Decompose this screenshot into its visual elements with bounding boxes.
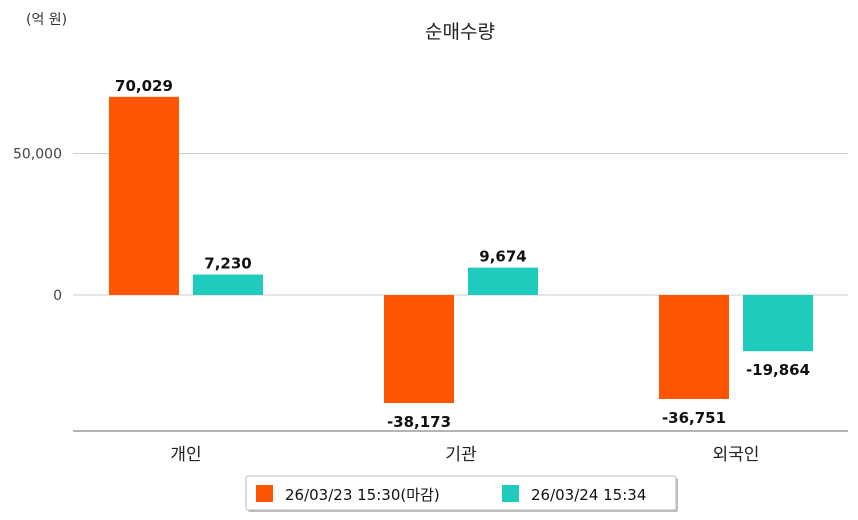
y-tick-label: 50,000 [13, 147, 62, 163]
grid-layer [73, 153, 848, 296]
legend-box [245, 475, 677, 511]
bar[interactable] [193, 274, 263, 295]
bar[interactable] [468, 267, 538, 295]
data-label-layer: 70,029 -38,173 -36,751 7,230 9,674 -19,864 [115, 77, 810, 431]
bar[interactable] [659, 295, 729, 400]
bar[interactable] [109, 96, 179, 295]
legend-label-series-2: 26/03/24 15:34 [531, 486, 646, 504]
data-label: 7,230 [204, 255, 251, 273]
bar[interactable] [743, 295, 813, 352]
data-label: -36,751 [662, 409, 726, 427]
data-label: 70,029 [115, 77, 173, 95]
x-category-label: 기관 [445, 445, 476, 465]
legend-swatch-series-2 [502, 485, 519, 502]
data-label: 9,674 [479, 248, 526, 266]
data-label: -19,864 [746, 361, 810, 379]
y-tick-layer: 0 50,000 [13, 147, 62, 305]
legend-label-series-1: 26/03/23 15:30(마감) [285, 486, 440, 504]
x-category-label: 개인 [170, 445, 201, 465]
y-tick-label: 0 [53, 288, 62, 304]
legend-swatch-series-1 [256, 485, 273, 502]
bar-layer [109, 96, 813, 404]
bar[interactable] [384, 295, 454, 404]
chart-title: 순매수량 [425, 21, 495, 43]
legend[interactable]: 26/03/23 15:30(마감) 26/03/24 15:34 [245, 475, 678, 512]
data-label: -38,173 [387, 413, 451, 431]
x-category-label: 외국인 [713, 445, 760, 465]
category-label-layer: 개인 기관 외국인 [170, 445, 759, 465]
unit-label: (억 원) [26, 12, 67, 28]
